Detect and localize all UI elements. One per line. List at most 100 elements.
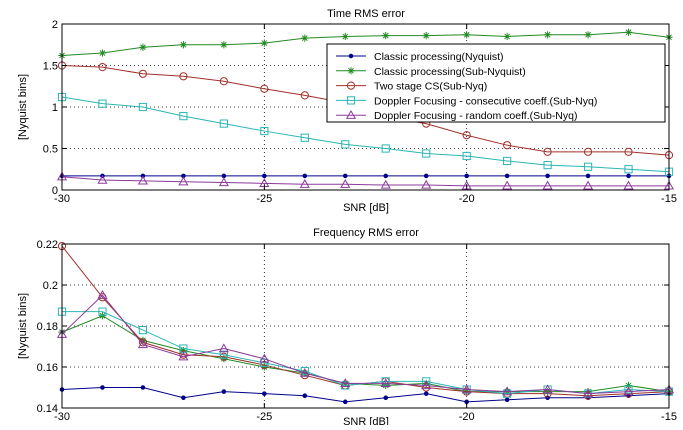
y-tick-label: 0 bbox=[52, 185, 58, 197]
data-point bbox=[301, 34, 309, 42]
data-point bbox=[179, 350, 188, 359]
x-tick-label: -15 bbox=[661, 193, 677, 205]
data-point bbox=[219, 77, 228, 86]
legend-label: Doppler Focusing - random coeff.(Sub-Nyq… bbox=[374, 110, 577, 122]
data-point bbox=[341, 32, 349, 41]
data-point bbox=[502, 386, 513, 396]
y-tick-label: 1.5 bbox=[43, 61, 58, 73]
frequency-rms-ticks: -30 -25 -20 -15 0.14 0.16 0.18 0.2 0.22 bbox=[37, 239, 677, 423]
data-point bbox=[463, 31, 471, 39]
data-point bbox=[544, 388, 552, 396]
data-point bbox=[342, 173, 348, 179]
legend-item: Doppler Focusing - random coeff.(Sub-Nyq… bbox=[336, 109, 577, 122]
data-point bbox=[382, 32, 390, 40]
y-tick-label: 0.18 bbox=[37, 321, 58, 333]
legend-marker bbox=[348, 53, 354, 59]
data-point bbox=[503, 32, 511, 41]
data-point bbox=[585, 173, 591, 179]
data-point bbox=[219, 350, 228, 359]
x-tick-label: -15 bbox=[661, 411, 677, 423]
x-tick-label: -25 bbox=[256, 193, 272, 205]
data-point bbox=[262, 391, 267, 396]
data-point bbox=[583, 162, 593, 171]
series-line bbox=[61, 96, 670, 173]
legend-item: Doppler Focusing - consecutive coeff.(Su… bbox=[336, 95, 597, 107]
time-rms-ticks: -30 -25 -20 -15 0 0.5 1 1.5 2 bbox=[43, 19, 677, 205]
time-rms-panel: Time RMS error -30 -25 -20 -15 0 0.5 1 1.5 2 SNR… bbox=[17, 8, 677, 214]
data-point bbox=[421, 380, 432, 390]
series-line bbox=[61, 294, 670, 395]
data-point bbox=[98, 312, 107, 320]
frequency-rms-ylabel: [Nyquist bins] bbox=[17, 293, 29, 359]
data-point bbox=[302, 393, 308, 399]
data-point bbox=[97, 290, 108, 299]
data-point bbox=[504, 397, 510, 403]
y-tick-label: 2 bbox=[52, 19, 58, 31]
data-point bbox=[138, 102, 148, 112]
data-point bbox=[181, 395, 186, 401]
data-point bbox=[624, 147, 633, 156]
data-point bbox=[218, 343, 229, 353]
data-point bbox=[179, 41, 187, 49]
data-point bbox=[340, 378, 351, 388]
data-point bbox=[178, 176, 189, 186]
data-point bbox=[179, 72, 188, 81]
x-tick-label: -30 bbox=[54, 193, 70, 205]
data-point bbox=[626, 173, 631, 179]
data-point bbox=[259, 353, 270, 363]
series-line bbox=[61, 31, 670, 57]
data-point bbox=[137, 175, 148, 185]
data-point bbox=[302, 173, 308, 179]
data-point bbox=[583, 147, 593, 156]
data-point bbox=[98, 99, 107, 108]
data-point bbox=[503, 141, 512, 150]
data-point bbox=[422, 149, 431, 158]
data-point bbox=[260, 39, 268, 47]
frequency-rms-grid bbox=[62, 244, 669, 408]
data-point bbox=[544, 31, 552, 39]
legend-label: Classic processing(Sub-Nyquist) bbox=[374, 66, 526, 78]
data-point bbox=[464, 173, 469, 179]
legend-item: Two stage CS(Sub-Nyq) bbox=[336, 81, 487, 93]
data-point bbox=[178, 351, 189, 361]
data-point bbox=[260, 84, 269, 93]
data-point bbox=[461, 384, 472, 394]
data-point bbox=[220, 41, 228, 49]
series-line bbox=[61, 176, 669, 187]
data-point bbox=[98, 49, 107, 57]
data-point bbox=[140, 385, 146, 390]
data-point bbox=[382, 381, 390, 390]
x-tick-label: -30 bbox=[54, 411, 70, 423]
legend-label: Two stage CS(Sub-Nyq) bbox=[374, 81, 487, 93]
data-point bbox=[179, 112, 188, 121]
legend-label: Classic processing(Nyquist) bbox=[374, 51, 504, 63]
y-tick-label: 1 bbox=[52, 102, 58, 114]
data-point bbox=[503, 156, 512, 166]
data-point bbox=[542, 180, 553, 190]
frequency-rms-series bbox=[56, 241, 675, 405]
time-rms-title: Time RMS error bbox=[327, 8, 405, 20]
x-tick-label: -20 bbox=[459, 193, 475, 205]
frequency-rms-panel: Frequency RMS error -30 -25 -20 -15 0.14 0.16… bbox=[17, 227, 677, 428]
data-point bbox=[584, 388, 592, 396]
data-point bbox=[262, 173, 267, 179]
frequency-rms-title: Frequency RMS error bbox=[313, 227, 419, 239]
data-point bbox=[422, 379, 430, 387]
y-tick-label: 0.14 bbox=[37, 403, 58, 415]
time-rms-xlabel: SNR [dB] bbox=[343, 202, 389, 214]
legend-item: Classic processing(Nyquist) bbox=[336, 51, 504, 63]
data-point bbox=[221, 389, 227, 394]
data-point bbox=[623, 180, 634, 190]
data-point bbox=[219, 119, 228, 128]
data-point bbox=[502, 180, 513, 190]
data-point bbox=[138, 338, 148, 347]
data-point bbox=[300, 91, 309, 100]
data-point bbox=[299, 367, 310, 377]
x-tick-label: -20 bbox=[459, 411, 475, 423]
data-point bbox=[340, 178, 351, 188]
series-triangle bbox=[56, 290, 675, 398]
data-point bbox=[421, 179, 432, 189]
data-point bbox=[383, 395, 389, 401]
